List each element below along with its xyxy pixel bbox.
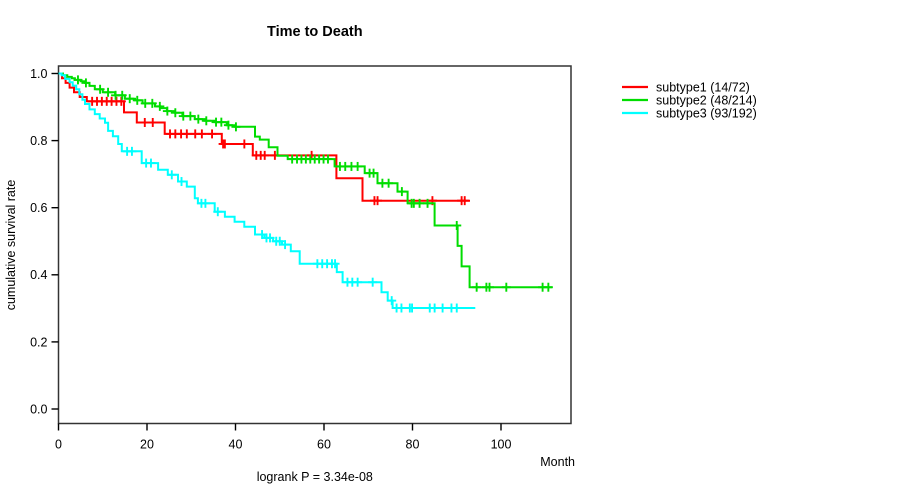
logrank-pvalue: logrank P = 3.34e-08 xyxy=(257,470,373,484)
legend-label-subtype1: subtype1 (14/72) xyxy=(656,81,750,95)
chart-title: Time to Death xyxy=(267,24,363,40)
y-tick-label: 0.4 xyxy=(30,268,47,282)
curve-subtype2 xyxy=(58,72,553,289)
legend-label-subtype2: subtype2 (48/214) xyxy=(656,94,757,108)
y-tick-label: 0.2 xyxy=(30,335,47,349)
x-tick-label: 0 xyxy=(55,438,62,452)
y-tick-label: 0.6 xyxy=(30,201,47,215)
y-tick-label: 0.8 xyxy=(30,134,47,148)
legend: subtype1 (14/72)subtype2 (48/214)subtype… xyxy=(622,81,757,121)
legend-label-subtype3: subtype3 (93/192) xyxy=(656,107,757,121)
curve-subtype1 xyxy=(58,72,470,202)
x-tick-label: 100 xyxy=(491,438,512,452)
plot-area: 0 20 40 60 80 100 0.0 0.2 0.4 0.6 0.8 1.0 xyxy=(30,65,572,452)
curve-subtype3 xyxy=(58,72,476,309)
censor-marks-subtype2 xyxy=(73,75,553,292)
x-tick-label: 80 xyxy=(406,438,420,452)
x-tick-label: 60 xyxy=(317,438,331,452)
y-tick-label: 0.0 xyxy=(30,402,47,416)
y-tick-label: 1.0 xyxy=(30,67,47,81)
x-tick-label: 20 xyxy=(140,438,154,452)
x-tick-label: 40 xyxy=(229,438,243,452)
y-axis-label: cumulative survival rate xyxy=(4,180,18,311)
censor-marks-subtype1 xyxy=(87,96,470,206)
censor-marks-subtype3 xyxy=(122,146,462,313)
x-axis-label: Month xyxy=(540,455,575,469)
plot-border xyxy=(57,65,572,425)
